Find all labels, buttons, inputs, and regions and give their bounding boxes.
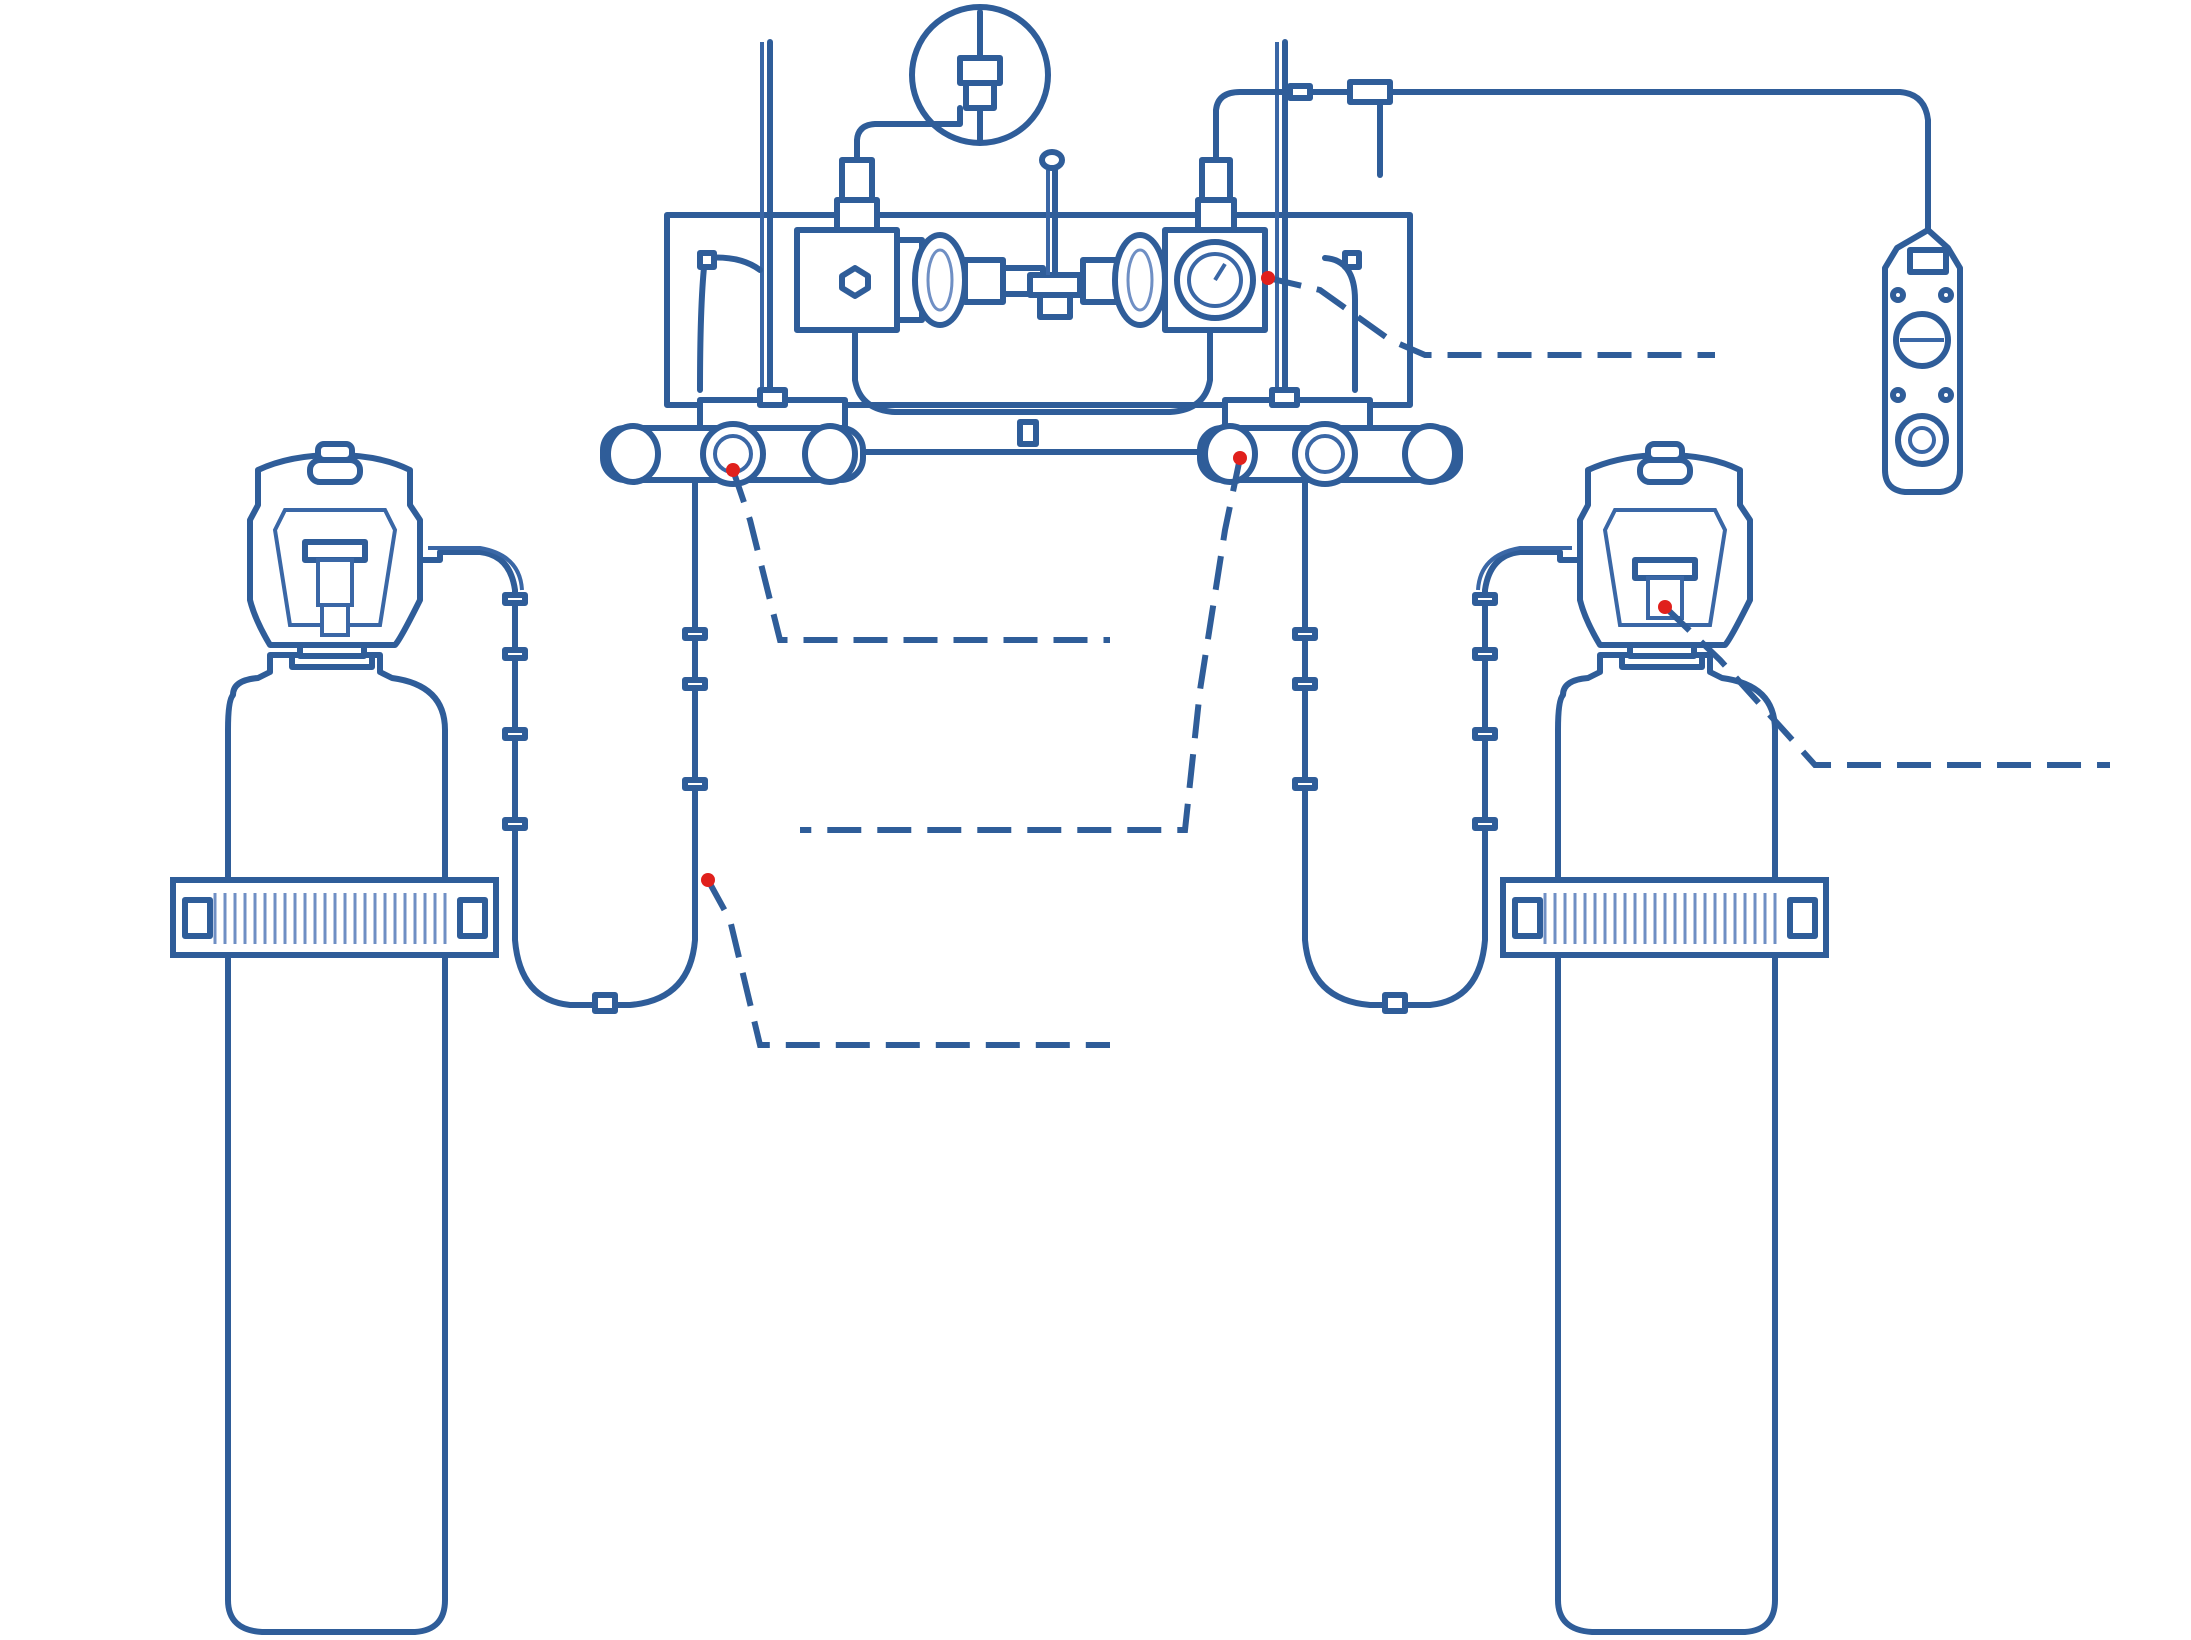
gas-cylinder-right[interactable] <box>1500 637 1829 1635</box>
changeover-valve[interactable] <box>1027 149 1083 320</box>
cylinder-valve-right[interactable] <box>1577 441 1753 648</box>
regulator-right[interactable] <box>1080 79 1931 333</box>
callout-cylinder-valve-right[interactable] <box>1658 600 2110 768</box>
remote-alarm-unit <box>1882 227 1963 495</box>
inlet-block-right[interactable] <box>1197 387 1463 487</box>
callout-regulator-right[interactable] <box>1261 271 1715 358</box>
callout-inlet-block-right[interactable] <box>800 451 1247 833</box>
cylinder-valve-left[interactable] <box>247 441 423 648</box>
cylinder-strap-left <box>170 877 499 958</box>
callout-inlet-gauge-left[interactable] <box>726 463 1110 643</box>
high-pressure-hose-right[interactable] <box>1292 467 1583 1014</box>
regulator-left[interactable] <box>794 121 1046 333</box>
hose-right-ticks <box>1292 592 1498 1014</box>
hose-left-ticks <box>502 592 708 1014</box>
callout-hose-left[interactable] <box>701 873 1110 1048</box>
gas-cylinder-left[interactable] <box>170 637 499 1635</box>
outlet-fitting <box>1287 79 1393 178</box>
pressure-gauge <box>897 4 1051 146</box>
high-pressure-hose-left[interactable] <box>417 467 708 1014</box>
inlet-block-left[interactable] <box>600 387 1203 487</box>
cylinder-strap-right <box>1500 877 1829 958</box>
